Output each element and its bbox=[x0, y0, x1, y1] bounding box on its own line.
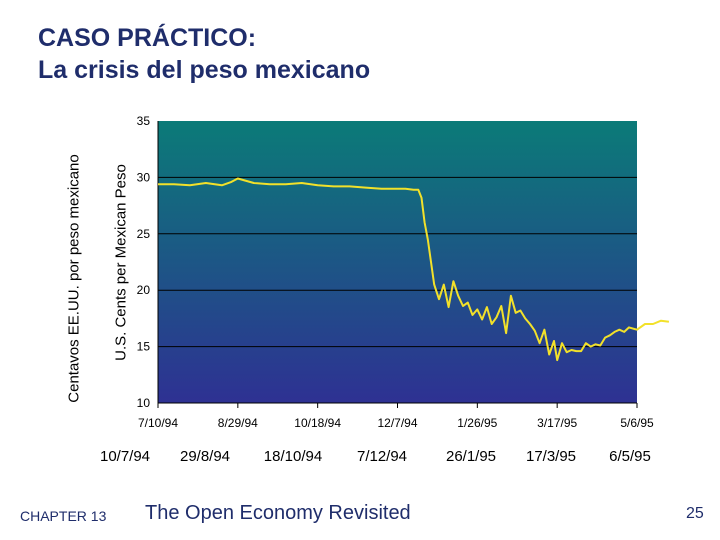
spanish-date-label: 26/1/95 bbox=[445, 448, 497, 465]
spanish-date-row: 10/7/94 29/8/94 18/10/94 7/12/94 26/1/95… bbox=[0, 448, 720, 468]
spanish-date-label: 6/5/95 bbox=[609, 448, 651, 465]
x-tick-label: 7/10/94 bbox=[138, 416, 178, 430]
x-tick-label: 10/18/94 bbox=[294, 416, 341, 430]
chapter-label: CHAPTER 13 bbox=[20, 508, 107, 524]
x-tick-label: 3/17/95 bbox=[537, 416, 577, 430]
spanish-date-label: 18/10/94 bbox=[263, 448, 323, 465]
y-tick-label: 15 bbox=[137, 340, 151, 354]
series-line bbox=[158, 177, 670, 362]
spanish-date-label: 10/7/94 bbox=[99, 448, 151, 465]
y-tick-label: 20 bbox=[137, 283, 151, 297]
y-tick-label: 30 bbox=[137, 170, 151, 184]
x-tick-label: 12/7/94 bbox=[377, 416, 417, 430]
x-tick-label: 1/26/95 bbox=[457, 416, 497, 430]
slide-title: CASO PRÁCTICO: La crisis del peso mexica… bbox=[38, 22, 370, 86]
spanish-date-label: 29/8/94 bbox=[179, 448, 231, 465]
slide-title-line2: La crisis del peso mexicano bbox=[38, 56, 371, 84]
y-tick-label: 10 bbox=[137, 396, 151, 410]
spanish-date-label: 7/12/94 bbox=[356, 448, 408, 465]
y-tick-label: 25 bbox=[137, 227, 151, 241]
x-tick-label: 5/6/95 bbox=[620, 416, 654, 430]
page-number: 25 bbox=[686, 505, 704, 522]
x-tick-label: 8/29/94 bbox=[218, 416, 258, 430]
spanish-date-label: 17/3/95 bbox=[525, 448, 577, 465]
book-title: The Open Economy Revisited bbox=[145, 502, 411, 524]
y-tick-label: 35 bbox=[137, 114, 151, 128]
plot-area bbox=[158, 121, 637, 403]
slide-title-line1: CASO PRÁCTICO: bbox=[38, 24, 257, 52]
